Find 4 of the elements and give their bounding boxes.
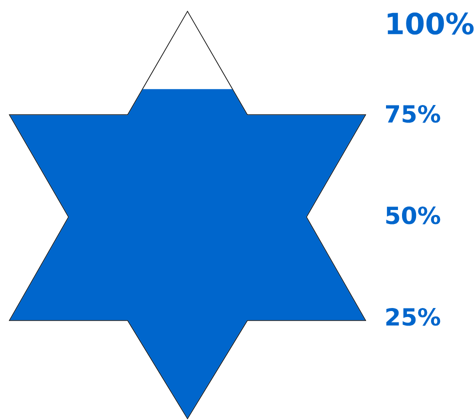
y-tick-label: 100% bbox=[388, 12, 474, 35]
y-tick-label: 25% bbox=[386, 308, 440, 326]
y-tick-label: 75% bbox=[386, 104, 440, 123]
y-tick-label: 50% bbox=[386, 206, 440, 224]
